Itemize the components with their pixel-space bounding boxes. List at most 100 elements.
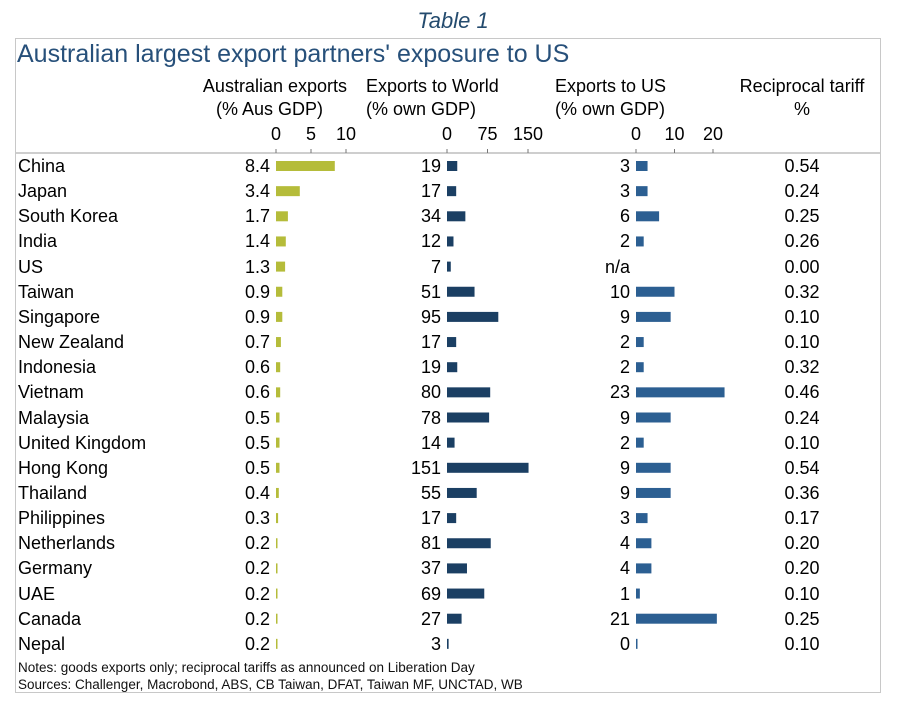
bar <box>636 638 638 649</box>
bar <box>276 286 283 297</box>
bar <box>447 563 467 574</box>
bar <box>447 286 475 297</box>
tick-label: 20 <box>702 124 724 144</box>
data-label: 78 <box>420 407 441 428</box>
data-label: 0.5 <box>244 432 270 453</box>
data-label: 0 <box>619 633 630 654</box>
bar <box>447 437 455 448</box>
data-label: 3 <box>619 156 630 176</box>
bar <box>636 387 725 398</box>
data-label: 0.2 <box>244 633 270 654</box>
row-category-label: New Zealand <box>18 332 125 353</box>
column-header-world-line1: Exports to World <box>366 76 499 96</box>
data-label: 0.3 <box>244 508 270 529</box>
bar <box>447 311 499 322</box>
bar <box>276 186 300 197</box>
data-label: 2 <box>619 432 630 453</box>
column-header-tariff-line1: Reciprocal tariff <box>739 76 865 96</box>
data-label: 4 <box>619 558 630 579</box>
sources-text: Sources: Challenger, Macrobond, ABS, CB … <box>18 677 523 692</box>
data-label: n/a <box>604 256 630 277</box>
data-label: 0.2 <box>244 608 270 629</box>
data-label: 3 <box>619 508 630 529</box>
data-label: 3 <box>619 181 630 202</box>
column-header-aus-line1: Australian exports <box>202 76 347 96</box>
bar <box>276 412 280 423</box>
row-category-label: Netherlands <box>18 533 116 554</box>
tariff-value: 0.10 <box>784 583 820 604</box>
bar <box>636 286 675 297</box>
tariff-value: 0.20 <box>784 533 820 554</box>
tariff-value: 0.20 <box>784 558 820 579</box>
data-label: 9 <box>619 407 630 428</box>
data-label: 0.5 <box>244 407 270 428</box>
bar <box>276 337 281 348</box>
data-label: 0.7 <box>244 332 270 353</box>
bar <box>447 362 458 373</box>
data-label: 2 <box>619 332 630 353</box>
tariff-value: 0.10 <box>784 306 820 327</box>
row-category-label: Japan <box>18 181 68 202</box>
data-label: 14 <box>420 432 441 453</box>
row-category-label: Singapore <box>18 306 101 327</box>
bar <box>447 487 477 498</box>
bar <box>276 462 280 473</box>
bar <box>447 337 457 348</box>
data-label: 0.4 <box>244 482 270 503</box>
bar <box>276 563 278 574</box>
tariff-value: 0.10 <box>784 332 820 353</box>
bar <box>636 487 671 498</box>
row-category-label: South Korea <box>18 206 119 227</box>
chart-title: Australian largest export partners' expo… <box>17 40 570 68</box>
bar <box>447 538 491 549</box>
data-label: 21 <box>609 608 630 629</box>
bar <box>447 261 451 272</box>
data-label: 37 <box>420 558 441 579</box>
column-header-world: Exports to World (% own GDP) <box>366 75 499 121</box>
tariff-value: 0.54 <box>784 156 820 176</box>
bar <box>447 236 454 247</box>
row-category-label: Nepal <box>18 633 66 654</box>
data-label: 17 <box>420 508 441 529</box>
notes-text: Notes: goods exports only; reciprocal ta… <box>18 660 475 675</box>
tariff-value: 0.26 <box>784 231 820 252</box>
bar <box>636 211 660 222</box>
bar <box>636 513 648 524</box>
bar <box>276 613 278 624</box>
tariff-value: 0.25 <box>784 206 820 227</box>
data-label: 0.9 <box>244 281 270 302</box>
bar <box>636 613 717 624</box>
data-label: 81 <box>420 533 441 554</box>
bar <box>447 588 485 599</box>
data-label: 0.5 <box>244 457 270 478</box>
row-category-label: Hong Kong <box>18 457 109 478</box>
data-label: 95 <box>420 306 441 327</box>
bar <box>447 462 529 473</box>
bar <box>636 161 648 171</box>
bar <box>276 588 278 599</box>
row-category-label: Thailand <box>18 482 88 503</box>
tick-label: 10 <box>664 124 685 144</box>
row-category-label: India <box>18 231 58 252</box>
tariff-value: 0.10 <box>784 633 820 654</box>
data-label: 6 <box>619 206 630 227</box>
tariff-value: 0.25 <box>784 608 820 629</box>
row-category-label: Indonesia <box>18 357 97 378</box>
bar <box>636 236 644 247</box>
row-category-label: Vietnam <box>18 382 84 403</box>
bar <box>447 613 462 624</box>
row-category-label: China <box>18 156 66 176</box>
tariff-value: 0.17 <box>784 508 820 529</box>
data-label: 2 <box>619 357 630 378</box>
tick-label: 0 <box>270 124 282 144</box>
data-label: 1 <box>619 583 630 604</box>
data-label: 9 <box>619 482 630 503</box>
tariff-value: 0.24 <box>784 407 820 428</box>
bar <box>636 538 652 549</box>
data-label: 17 <box>420 332 441 353</box>
data-label: 4 <box>619 533 630 554</box>
bar <box>276 387 281 398</box>
row-category-label: Malaysia <box>18 407 90 428</box>
row-category-label: Taiwan <box>18 281 75 302</box>
data-label: 19 <box>420 357 441 378</box>
